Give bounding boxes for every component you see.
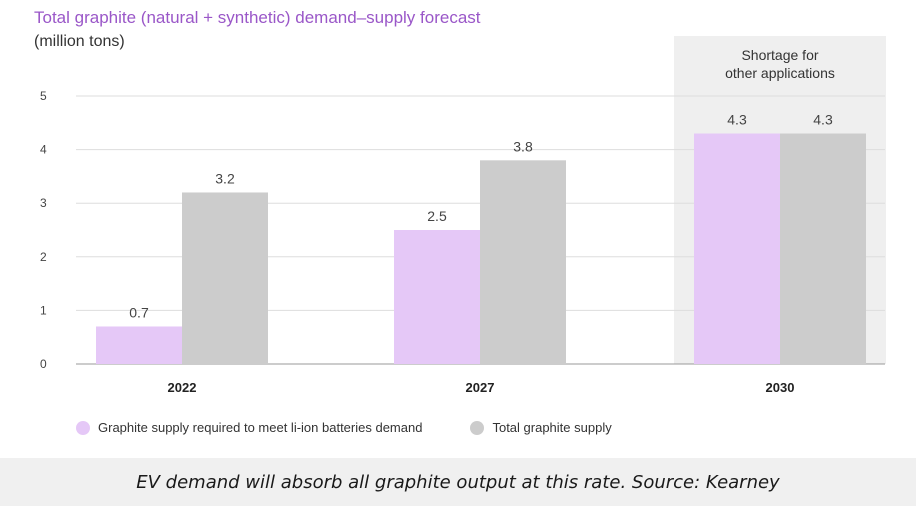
y-tick-label: 1 — [40, 303, 47, 317]
bar-li-ion-demand-2022 — [96, 326, 182, 364]
caption-bar: EV demand will absorb all graphite outpu… — [0, 458, 916, 506]
bar-total-supply-2027 — [480, 160, 566, 364]
legend-swatch-li-ion-demand — [76, 420, 90, 435]
legend-label-total-supply: Total graphite supply — [492, 420, 612, 435]
data-label: 4.3 — [813, 112, 833, 128]
bar-li-ion-demand-2030 — [694, 133, 780, 364]
legend-item-total-supply: Total graphite supply — [470, 420, 612, 435]
legend-item-li-ion-demand: Graphite supply required to meet li-ion … — [76, 420, 422, 435]
bar-total-supply-2030 — [780, 133, 866, 364]
legend-swatch-total-supply — [470, 420, 485, 435]
chart-legend: Graphite supply required to meet li-ion … — [76, 420, 660, 435]
annotation-text-line1: Shortage for — [741, 47, 818, 63]
bar-li-ion-demand-2027 — [394, 230, 480, 364]
bar-total-supply-2022 — [182, 192, 268, 364]
legend-label-li-ion-demand: Graphite supply required to meet li-ion … — [98, 420, 423, 435]
data-label: 2.5 — [427, 208, 447, 224]
data-label: 3.2 — [215, 170, 235, 186]
y-tick-label: 0 — [40, 357, 47, 371]
caption-text: EV demand will absorb all graphite outpu… — [136, 471, 780, 493]
data-label: 3.8 — [513, 138, 533, 154]
y-tick-label: 5 — [40, 89, 47, 103]
data-label: 4.3 — [727, 112, 747, 128]
x-tick-label: 2030 — [766, 380, 795, 395]
x-tick-label: 2022 — [168, 380, 197, 395]
chart-container: Total graphite (natural + synthetic) dem… — [34, 8, 886, 435]
y-axis-label: (million tons) — [34, 33, 125, 50]
data-label: 0.7 — [129, 304, 149, 320]
y-tick-label: 3 — [40, 196, 47, 210]
annotation-text-line2: other applications — [725, 65, 835, 81]
y-tick-label: 4 — [40, 143, 47, 157]
chart-title: Total graphite (natural + synthetic) dem… — [34, 8, 481, 27]
chart-plot: Shortage for other applications 0 1 2 3 4 5 0.… — [40, 36, 886, 395]
x-tick-label: 2027 — [466, 380, 495, 395]
y-tick-label: 2 — [40, 250, 47, 264]
